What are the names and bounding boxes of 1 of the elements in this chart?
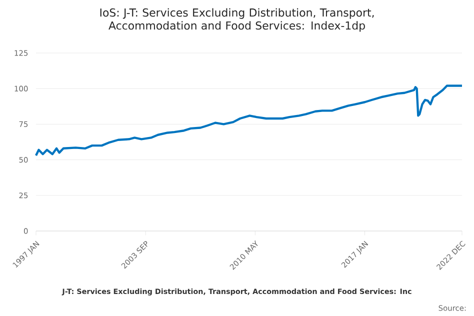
chart-title: IoS: J-T: Services Excluding Distribution, Transport, Accommodation and Food Services: Index-1dp	[100, 8, 374, 32]
